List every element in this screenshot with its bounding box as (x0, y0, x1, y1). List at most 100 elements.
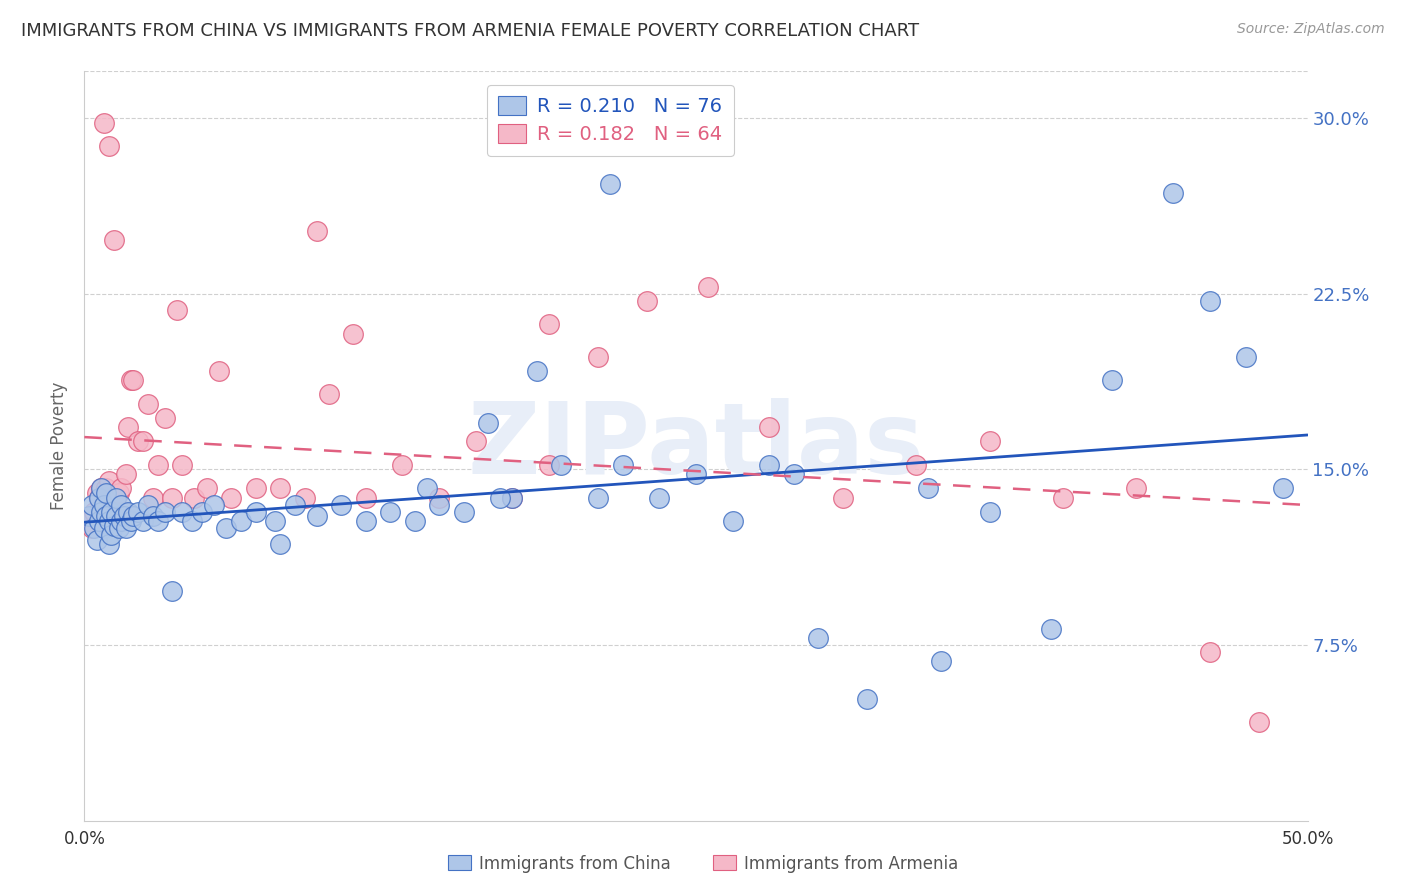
Point (538, 318, 561, 332)
Point (215, 521, 238, 535)
Point (172, 505, 194, 519)
Point (93, 521, 115, 535)
Point (77, 509, 100, 524)
Point (100, 528, 122, 542)
Point (979, 505, 1001, 519)
Point (93, 116, 115, 130)
Point (97, 537, 120, 551)
Point (305, 509, 328, 524)
Point (96, 509, 118, 524)
Point (97, 514, 120, 528)
Point (103, 491, 125, 505)
Point (330, 498, 353, 512)
Point (758, 420, 780, 434)
Point (636, 293, 658, 308)
Point (245, 481, 267, 495)
Point (208, 364, 231, 378)
Point (97, 498, 120, 512)
Point (103, 233, 125, 247)
Point (917, 481, 939, 495)
Point (586, 350, 609, 364)
Point (80, 521, 103, 535)
Point (153, 505, 176, 519)
Point (112, 505, 135, 519)
Point (96, 485, 118, 500)
Point (1198, 645, 1220, 659)
Point (1125, 481, 1147, 495)
Point (354, 514, 377, 528)
Point (153, 411, 176, 425)
Point (191, 505, 214, 519)
Point (132, 514, 155, 528)
Point (1039, 622, 1062, 636)
Point (648, 491, 671, 505)
Point (86, 485, 108, 500)
Point (318, 387, 340, 401)
Point (294, 491, 316, 505)
Point (1161, 186, 1184, 200)
Point (342, 326, 364, 341)
Point (127, 505, 149, 519)
Point (100, 505, 122, 519)
Point (90, 505, 112, 519)
Point (453, 505, 475, 519)
Point (721, 514, 744, 528)
Point (97, 139, 120, 153)
Point (83, 505, 105, 519)
Point (90, 505, 112, 519)
Point (107, 521, 129, 535)
Point (219, 491, 242, 505)
Point (856, 692, 879, 706)
Point (172, 458, 194, 472)
Point (264, 514, 287, 528)
Text: Source: ZipAtlas.com: Source: ZipAtlas.com (1237, 22, 1385, 37)
Point (831, 491, 853, 505)
Point (427, 498, 450, 512)
Point (284, 498, 307, 512)
Point (127, 434, 149, 449)
Point (100, 509, 122, 524)
Point (105, 505, 128, 519)
Point (1101, 374, 1123, 388)
Point (96, 481, 118, 495)
Point (391, 458, 413, 472)
Point (202, 498, 225, 512)
Point (269, 537, 291, 551)
Point (87, 514, 110, 528)
Point (112, 509, 135, 524)
Text: IMMIGRANTS FROM CHINA VS IMMIGRANTS FROM ARMENIA FEMALE POVERTY CORRELATION CHAR: IMMIGRANTS FROM CHINA VS IMMIGRANTS FROM… (21, 22, 920, 40)
Point (979, 434, 1001, 449)
Point (758, 458, 780, 472)
Point (183, 491, 205, 505)
Legend: R = 0.210   N = 76, R = 0.182   N = 64: R = 0.210 N = 76, R = 0.182 N = 64 (486, 85, 734, 156)
Point (115, 521, 138, 535)
Point (380, 505, 402, 519)
Point (86, 533, 108, 547)
Point (110, 481, 132, 495)
Point (132, 434, 155, 449)
Point (90, 481, 112, 495)
Point (117, 420, 139, 434)
Point (80, 498, 103, 512)
Point (550, 458, 572, 472)
Point (103, 518, 125, 533)
Point (685, 467, 707, 482)
Point (136, 498, 159, 512)
Point (93, 491, 115, 505)
Point (97, 474, 120, 488)
Point (305, 223, 328, 237)
Point (93, 514, 115, 528)
Point (120, 514, 142, 528)
Point (146, 458, 169, 472)
Point (1052, 491, 1074, 505)
Text: ZIPatlas: ZIPatlas (468, 398, 924, 494)
Point (477, 416, 499, 430)
Point (110, 514, 132, 528)
Y-axis label: Female Poverty: Female Poverty (51, 382, 69, 510)
Point (96, 505, 118, 519)
Point (90, 481, 112, 495)
Point (404, 514, 426, 528)
Point (122, 509, 145, 524)
Point (87, 491, 110, 505)
Point (612, 458, 634, 472)
